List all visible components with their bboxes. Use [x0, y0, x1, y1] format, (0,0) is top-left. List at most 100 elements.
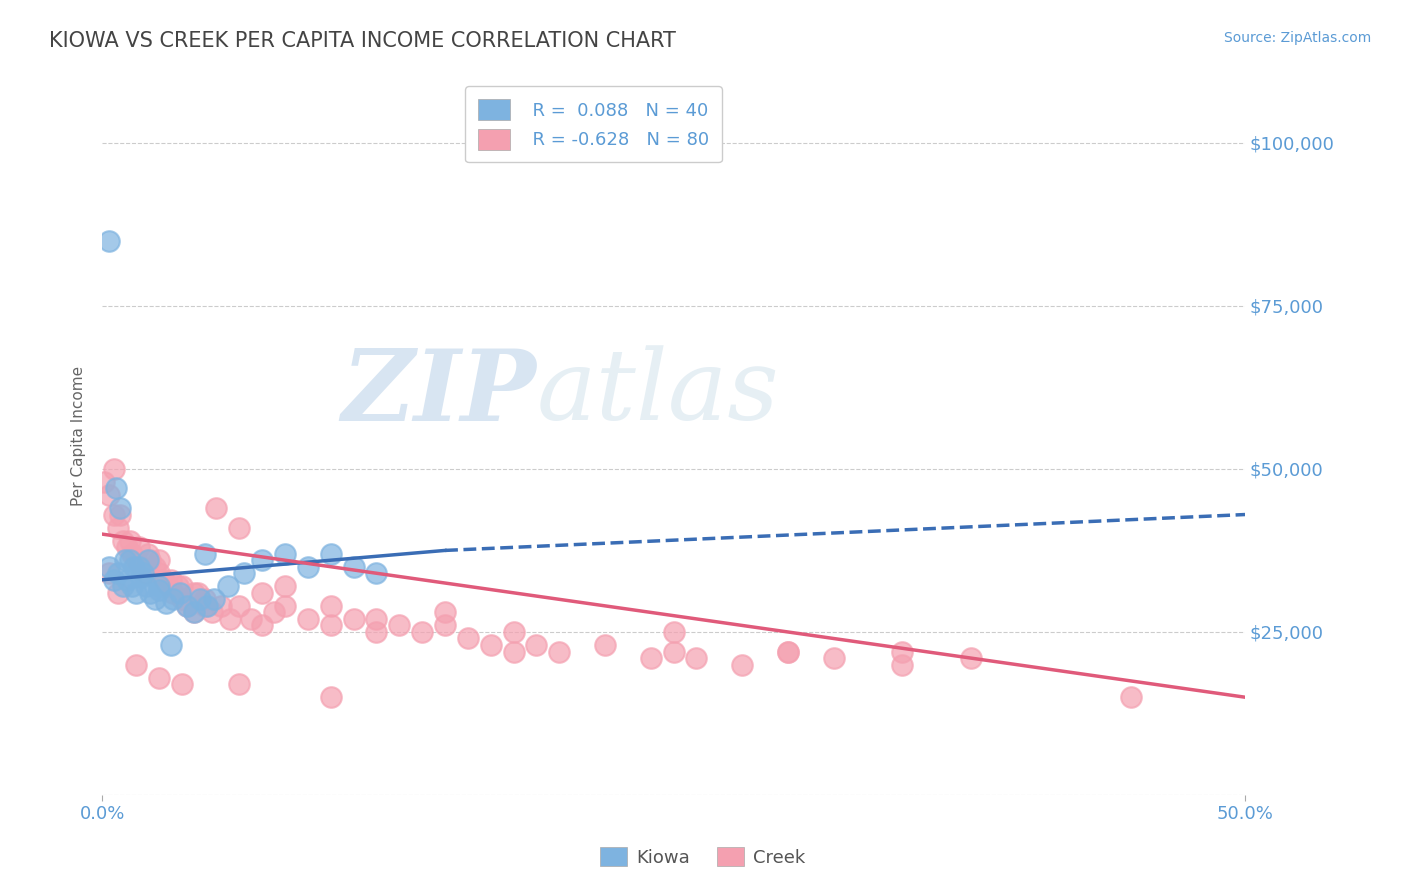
Point [143, 592, 166, 607]
Point [110, 501, 132, 516]
Point [98, 559, 121, 574]
Point [250, 586, 273, 600]
Point [122, 559, 145, 574]
Point [187, 586, 209, 600]
Point [366, 624, 388, 639]
Point [148, 671, 170, 685]
Point [111, 533, 134, 548]
Point [502, 644, 524, 658]
Point [434, 606, 457, 620]
Point [457, 632, 479, 646]
Text: KIOWA VS CREEK PER CAPITA INCOME CORRELATION CHART: KIOWA VS CREEK PER CAPITA INCOME CORRELA… [49, 31, 676, 51]
Point [593, 638, 616, 652]
Point [114, 553, 136, 567]
Point [228, 677, 250, 691]
Point [98, 488, 121, 502]
Point [98, 566, 121, 581]
Point [110, 508, 132, 522]
Point [129, 569, 152, 583]
Point [662, 644, 685, 658]
Point [202, 592, 225, 607]
Point [139, 553, 162, 567]
Legend:   R =  0.088   N = 40,   R = -0.628   N = 80: R = 0.088 N = 40, R = -0.628 N = 80 [465, 87, 723, 162]
Point [228, 520, 250, 534]
Point [194, 599, 217, 613]
Point [526, 638, 548, 652]
Point [201, 606, 224, 620]
Point [159, 573, 181, 587]
Point [148, 566, 170, 581]
Point [172, 677, 194, 691]
Point [121, 547, 143, 561]
Text: ZIP: ZIP [342, 345, 537, 442]
Point [388, 618, 411, 632]
Point [195, 599, 218, 613]
Point [135, 579, 157, 593]
Point [107, 586, 129, 600]
Point [194, 592, 217, 607]
Point [209, 599, 232, 613]
Y-axis label: Per Capita Income: Per Capita Income [72, 367, 86, 507]
Point [183, 586, 205, 600]
Point [128, 559, 150, 574]
Point [319, 618, 342, 632]
Point [411, 624, 433, 639]
Point [685, 651, 707, 665]
Point [250, 618, 273, 632]
Point [125, 657, 148, 672]
Point [891, 644, 914, 658]
Point [169, 586, 191, 600]
Point [148, 579, 170, 593]
Point [297, 559, 319, 574]
Point [107, 566, 129, 581]
Point [239, 612, 262, 626]
Point [274, 579, 297, 593]
Point [228, 599, 250, 613]
Text: Source: ZipAtlas.com: Source: ZipAtlas.com [1223, 31, 1371, 45]
Point [823, 651, 845, 665]
Point [176, 599, 198, 613]
Point [103, 462, 125, 476]
Point [263, 606, 285, 620]
Point [172, 592, 194, 607]
Point [891, 657, 914, 672]
Point [366, 566, 388, 581]
Point [103, 573, 125, 587]
Point [93, 475, 115, 489]
Point [136, 553, 159, 567]
Point [183, 606, 205, 620]
Point [103, 508, 125, 522]
Point [125, 553, 148, 567]
Point [118, 553, 141, 567]
Point [117, 573, 139, 587]
Point [343, 612, 366, 626]
Point [153, 573, 176, 587]
Point [172, 579, 194, 593]
Point [479, 638, 502, 652]
Point [159, 638, 181, 652]
Point [117, 540, 139, 554]
Point [319, 690, 342, 705]
Point [274, 547, 297, 561]
Point [135, 566, 157, 581]
Point [98, 234, 121, 248]
Point [205, 501, 228, 516]
Point [111, 579, 134, 593]
Point [166, 579, 188, 593]
Point [250, 553, 273, 567]
Point [319, 547, 342, 561]
Point [640, 651, 662, 665]
Point [155, 596, 177, 610]
Point [121, 579, 143, 593]
Point [776, 644, 799, 658]
Point [104, 482, 127, 496]
Legend: Kiowa, Creek: Kiowa, Creek [593, 840, 813, 874]
Point [548, 644, 571, 658]
Point [662, 624, 685, 639]
Point [176, 599, 198, 613]
Point [157, 579, 180, 593]
Point [274, 599, 297, 613]
Point [232, 566, 254, 581]
Point [502, 624, 524, 639]
Point [217, 579, 239, 593]
